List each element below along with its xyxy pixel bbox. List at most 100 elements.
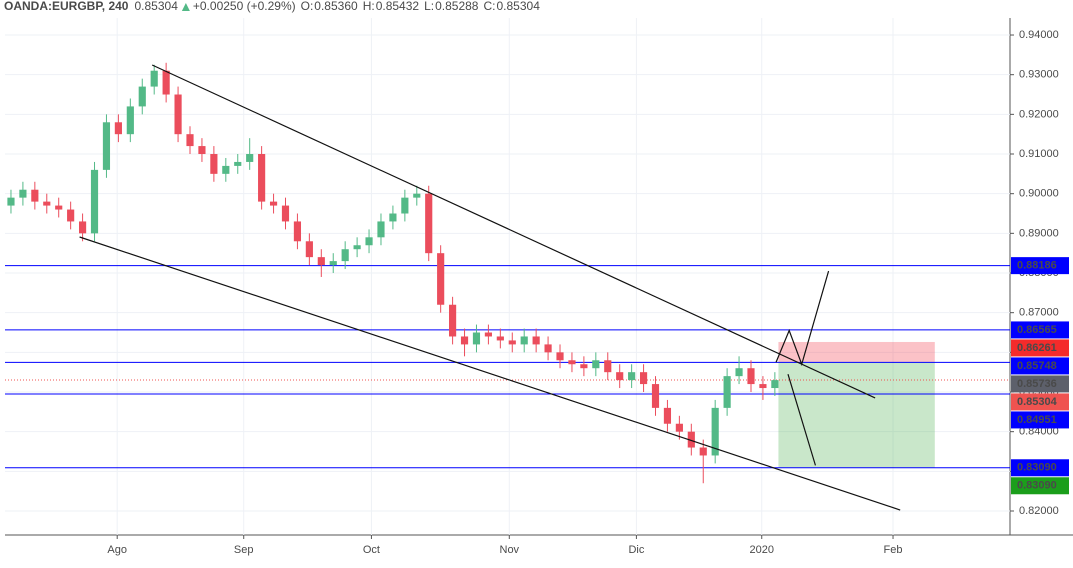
y-tick-label: 0.89000 <box>1019 227 1059 239</box>
candle-body <box>520 336 528 345</box>
trendline <box>775 270 830 367</box>
price-tag-label: 0.83090 <box>1017 480 1057 492</box>
candle-body <box>126 106 134 135</box>
y-tick-label: 0.92000 <box>1019 108 1059 120</box>
candle-body <box>687 431 695 448</box>
x-tick-label: Sep <box>234 544 254 556</box>
candle-body <box>293 221 302 242</box>
price-tag-bg <box>1011 339 1069 357</box>
price-tag-label: 0.86261 <box>1017 342 1057 354</box>
candle-body <box>353 245 361 250</box>
candle-body <box>174 94 182 135</box>
candle-body <box>79 221 87 234</box>
x-tick-label: Ago <box>107 544 127 556</box>
ohlc-value: 0.85360 <box>314 0 358 13</box>
candle-body <box>556 352 564 361</box>
ohlc-value: 0.85304 <box>496 0 540 13</box>
ohlc-value: 0.85432 <box>376 0 420 13</box>
candle-body <box>425 193 433 254</box>
last-price: 0.85304 <box>134 0 178 13</box>
price-tag-bg <box>1011 375 1069 393</box>
price-tag-bg <box>1011 257 1069 275</box>
candle-body <box>365 237 373 246</box>
candle-body <box>102 122 111 170</box>
price-tag: 0.83090 <box>1011 459 1069 477</box>
candle-body <box>508 340 516 345</box>
candle-body <box>114 122 122 135</box>
x-tick-label: 2020 <box>749 544 773 556</box>
candle-body <box>43 201 51 206</box>
stop-zone <box>778 341 935 363</box>
candle-body <box>138 86 146 107</box>
candle-body <box>604 360 612 373</box>
candle-body <box>341 249 349 262</box>
candle-body <box>663 407 672 424</box>
price-tag: 0.88186 <box>1011 257 1069 275</box>
ohlc-label: H: <box>363 0 375 13</box>
candle-body <box>234 161 242 166</box>
y-tick-label: 0.82000 <box>1019 505 1059 517</box>
price-tag-bg <box>1011 477 1069 495</box>
candle-body <box>389 213 397 222</box>
candle-body <box>437 253 445 305</box>
price-tag: 0.85736 <box>1011 375 1069 393</box>
price-tag-label: 0.85736 <box>1017 378 1057 390</box>
ohlc-label: C: <box>483 0 495 13</box>
header: OANDA:EURGBP, 240 0.85304 +0.00250 (+0.29… <box>4 0 540 13</box>
candle-body <box>496 336 504 341</box>
candle-body <box>401 197 409 214</box>
price-tag: 0.86261 <box>1011 339 1069 357</box>
price-tag-label: 0.88186 <box>1017 260 1057 272</box>
candle-body <box>67 209 75 222</box>
price-tag-bg <box>1011 411 1069 429</box>
target-zone <box>778 362 935 468</box>
y-tick-label: 0.93000 <box>1019 69 1059 81</box>
symbol: OANDA:EURGBP, 240 <box>4 0 129 13</box>
candle-body <box>305 241 313 258</box>
candle-body <box>90 169 99 234</box>
candle-body <box>759 384 767 389</box>
y-tick-label: 0.91000 <box>1019 148 1059 160</box>
grid <box>5 18 1010 535</box>
candle-body <box>723 376 731 408</box>
candle-body <box>592 360 600 369</box>
y-tick-label: 0.90000 <box>1019 188 1059 200</box>
price-tag-label: 0.83090 <box>1017 462 1057 474</box>
price-tag: 0.86565 <box>1011 321 1069 339</box>
candle-body <box>222 165 230 174</box>
candle-body <box>699 447 707 456</box>
candle-body <box>460 336 469 345</box>
price-tag-bg <box>1011 357 1069 375</box>
price-tag-label: 0.86565 <box>1017 324 1057 336</box>
candle-body <box>55 205 63 210</box>
ohlc-label: L: <box>424 0 434 13</box>
candle-body <box>735 368 743 377</box>
ohlc-value: 0.85288 <box>435 0 479 13</box>
candle-body <box>186 134 194 147</box>
price-tag-label: 0.85748 <box>1017 360 1057 372</box>
candle-body <box>484 332 492 337</box>
candle-body <box>568 360 576 365</box>
price-tag: 0.85304 <box>1011 393 1069 411</box>
candle-body <box>711 407 719 456</box>
candle-body <box>472 332 481 345</box>
x-tick-label: Dic <box>628 544 644 556</box>
candle-body <box>7 197 15 206</box>
trendline <box>79 236 901 511</box>
candle-body <box>651 384 660 408</box>
candle-body <box>269 201 278 206</box>
candle-body <box>449 304 457 337</box>
candle-body <box>198 146 206 155</box>
y-tick-label: 0.84000 <box>1019 426 1059 438</box>
price-tag: 0.85748 <box>1011 357 1069 375</box>
x-tick-label: Feb <box>884 544 903 556</box>
candle-body <box>413 193 421 198</box>
candle-body <box>210 154 218 174</box>
x-tick-label: Oct <box>363 544 380 556</box>
candle-body <box>628 372 636 381</box>
price-tag: 0.84951 <box>1011 411 1069 429</box>
candle-body <box>150 70 158 87</box>
